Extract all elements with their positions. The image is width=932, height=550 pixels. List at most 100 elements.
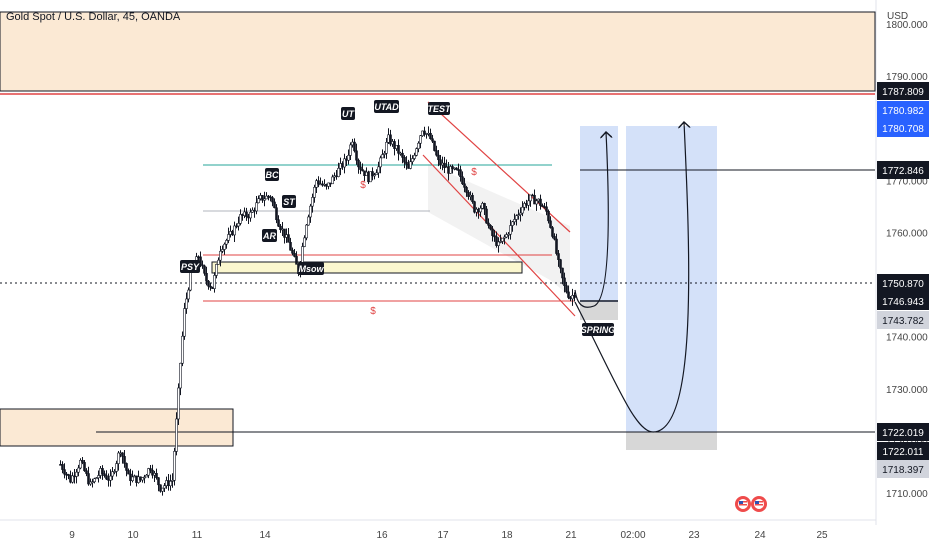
candle (449, 164, 452, 174)
candle (409, 154, 412, 170)
candle (127, 468, 130, 475)
candle (103, 470, 106, 478)
candle (245, 207, 248, 221)
candle (295, 251, 298, 265)
price-tags: 1787.809 1780.982 1780.708 1772.846 1750.870… (877, 82, 929, 478)
candle (507, 232, 510, 240)
candle (521, 201, 524, 217)
candle (215, 263, 218, 279)
price-tag[interactable]: 1772.846 (877, 161, 929, 179)
time-axis-ticks: 9 10 11 14 16 17 18 21 02:00 23 24 25 (69, 530, 828, 541)
price-tag-label: 1787.809 (882, 87, 924, 98)
candle (403, 155, 406, 169)
price-tag-label: 1780.982 (882, 106, 924, 117)
demand-zone[interactable] (0, 408, 234, 447)
label-spring: SPRING (581, 323, 615, 336)
candle (389, 129, 392, 147)
candle (275, 204, 278, 224)
candle (563, 272, 566, 293)
price-tick-label: 1740.000 (886, 333, 928, 344)
time-tick-label: 23 (688, 530, 700, 541)
candle (179, 362, 182, 396)
candle (347, 149, 350, 165)
us-event-flag-icon[interactable] (751, 496, 767, 512)
candle (157, 477, 160, 492)
time-tick-label: 16 (376, 530, 388, 541)
candle (75, 468, 78, 484)
candle (495, 231, 498, 248)
price-tag[interactable]: 1780.708 (877, 119, 929, 137)
time-tick-label: 25 (816, 530, 828, 541)
label-psy: PSY (180, 260, 200, 273)
candle (153, 470, 156, 483)
spring-projection-path[interactable] (574, 132, 608, 308)
candle (181, 331, 184, 367)
candle (131, 470, 134, 483)
price-tag[interactable]: 1787.809 (877, 82, 929, 100)
price-tag[interactable]: 1743.782 (877, 311, 929, 329)
channel-lower-line[interactable] (422, 154, 576, 317)
candle (293, 248, 296, 258)
price-tick-label: 1710.000 (886, 489, 928, 500)
candle (501, 237, 504, 244)
candle (81, 457, 84, 465)
candle (465, 185, 468, 197)
candle (187, 287, 190, 303)
candle (183, 302, 186, 340)
stop-zone-small[interactable] (580, 302, 618, 320)
svg-text:UTAD: UTAD (374, 102, 399, 112)
candle (155, 468, 158, 480)
candle (97, 470, 100, 483)
candle (413, 152, 416, 161)
candle (505, 232, 508, 239)
label-ut: UT (341, 107, 355, 120)
candle (201, 260, 204, 269)
candle (435, 145, 438, 157)
candle (487, 218, 490, 229)
candle (139, 476, 142, 483)
candle (91, 478, 94, 488)
candle (517, 209, 520, 220)
candle (77, 464, 80, 477)
candle (489, 224, 492, 231)
candle (61, 461, 64, 474)
candle (129, 468, 132, 486)
candle (95, 477, 98, 480)
candle (93, 477, 96, 484)
price-tag[interactable]: 1722.019 (877, 423, 929, 441)
price-tag[interactable]: 1750.870 (877, 274, 929, 292)
candle (69, 470, 72, 484)
candle (177, 383, 180, 426)
time-tick-label: 21 (565, 530, 577, 541)
candle (451, 164, 454, 174)
trading-range-box[interactable] (211, 261, 523, 274)
supply-zone[interactable] (0, 11, 876, 92)
candle (99, 465, 102, 479)
target-zone-large[interactable] (626, 126, 717, 434)
price-tag-label: 1750.870 (882, 279, 924, 290)
candle (459, 165, 462, 182)
candle (123, 450, 126, 468)
stop-zone-large[interactable] (626, 432, 717, 450)
candle (513, 213, 516, 225)
price-tag[interactable]: 1722.011 (877, 442, 929, 460)
deep-projection-path[interactable] (574, 122, 689, 433)
distribution-range-shade (428, 164, 570, 296)
us-event-flag-icon[interactable] (735, 496, 751, 512)
candle (133, 474, 136, 478)
price-tag[interactable]: 1718.397 (877, 460, 929, 478)
svg-text:PSY: PSY (181, 262, 200, 272)
candle (503, 234, 506, 245)
price-tag[interactable]: 1780.982 (877, 101, 929, 119)
svg-text:AR: AR (262, 231, 276, 241)
candle (87, 466, 90, 486)
label-ar: AR (262, 229, 277, 242)
target-zone-small[interactable] (580, 126, 618, 304)
price-tag[interactable]: 1746.943 (877, 292, 929, 310)
candle (227, 227, 230, 244)
candle (539, 194, 542, 210)
candle (373, 172, 376, 180)
candle (309, 203, 312, 223)
